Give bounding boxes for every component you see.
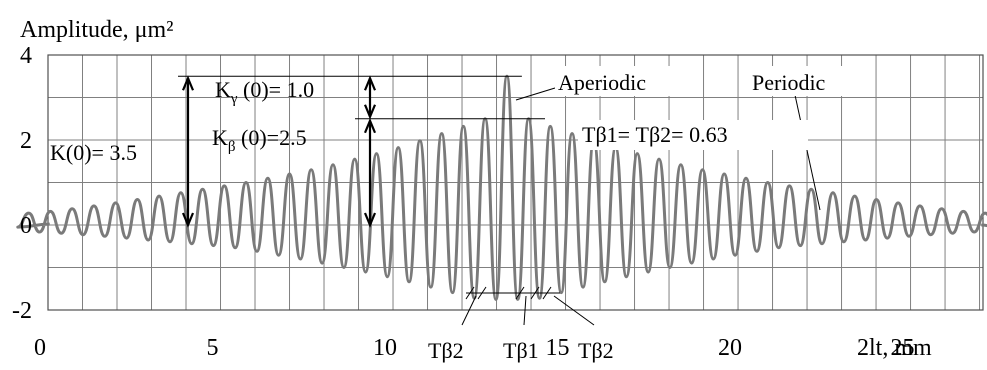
x-tick-label: 10: [373, 335, 397, 361]
y-tick-label: 4: [20, 43, 32, 69]
plot-frame: [47, 54, 984, 311]
x-tick-label: 20: [718, 335, 742, 361]
k-total-label: K(0)= 3.5: [50, 140, 137, 165]
k-beta-label: Kβ (0)=2.5: [212, 125, 307, 155]
y-tick-label: 0: [20, 213, 32, 239]
k-total-arrow-head-top: [181, 75, 195, 91]
k-gamma-label: Kγ (0)= 1.0: [215, 77, 314, 107]
tb2-left-leader: [461, 295, 477, 326]
x-tick-label: 0: [34, 335, 46, 361]
aperiodic-label: Aperiodic: [558, 70, 646, 95]
x-tick-label: 25: [891, 335, 915, 361]
y-axis-label: Amplitude, μm²: [20, 17, 173, 43]
tb1-label: Tβ1: [503, 338, 539, 363]
aperiodic-label-bg: [555, 66, 695, 96]
period-tick: [515, 286, 525, 300]
x-tick-label: 5: [207, 335, 219, 361]
period-tick: [530, 286, 540, 300]
k-beta-arrow-head-top: [363, 117, 377, 134]
tb2-right-label: Tβ2: [578, 338, 614, 363]
x-axis-label: 2lt, mm: [857, 335, 932, 361]
k-beta-arrow-head-bottom: [363, 212, 377, 228]
y-tick-labels: 4 2 0 -2: [12, 43, 32, 324]
y-tick-label: 2: [20, 128, 32, 154]
periodic-label: Periodic: [752, 70, 826, 95]
k-gamma-arrow-head-bottom: [363, 104, 377, 120]
aperiodic-leader: [515, 87, 556, 101]
tb1-leader: [523, 295, 527, 326]
periodic-leader: [794, 94, 821, 211]
period-tick: [542, 286, 552, 300]
periods-label: Tβ1= Tβ2= 0.63: [582, 122, 728, 147]
period-tick: [477, 286, 487, 300]
annotation-lines: [178, 75, 821, 326]
x-tick-labels: 0 5 10 15 20 25: [34, 335, 915, 361]
tb2-left-label: Tβ2: [428, 338, 464, 363]
tb2-right-leader: [553, 295, 595, 326]
k-gamma-arrow-head-top: [363, 75, 377, 91]
periods-label-bg: [578, 120, 808, 150]
periodic-label-bg: [745, 66, 873, 96]
y-tick-label: -2: [12, 298, 32, 324]
k-total-arrow-head-bottom: [181, 212, 195, 228]
period-tick: [465, 286, 475, 300]
x-tick-label: 15: [546, 335, 570, 361]
